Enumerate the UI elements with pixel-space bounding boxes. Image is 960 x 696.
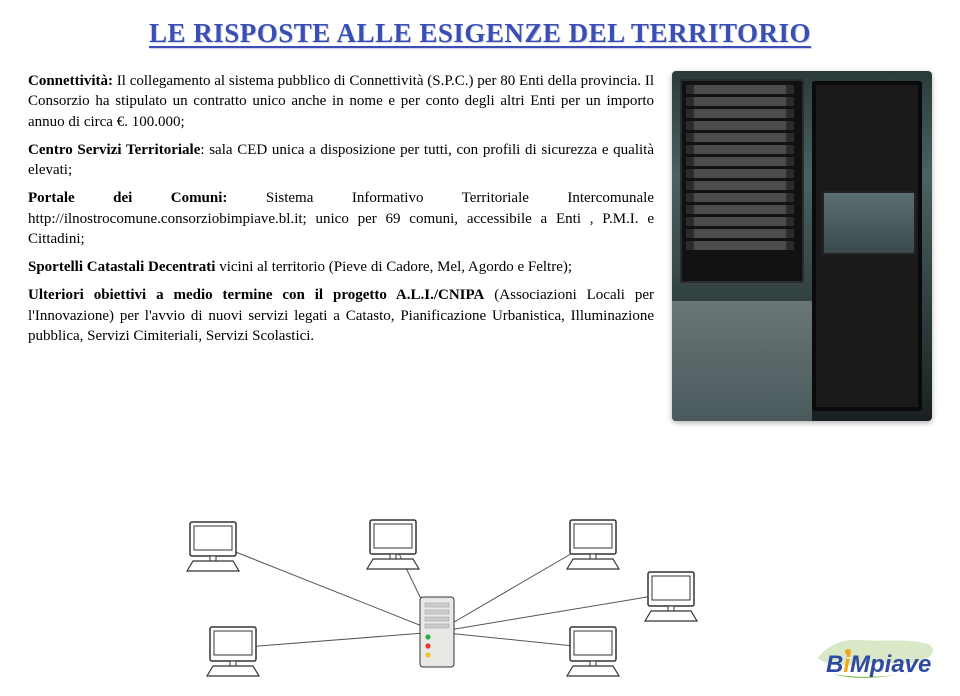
- portale-link: http://ilnostrocomune.consorziobimpiave.…: [28, 211, 303, 227]
- text-connettivita: Il collegamento al sistema pubblico di C…: [28, 73, 654, 130]
- text-sportelli: vicini al territorio (Pieve di Cadore, M…: [215, 259, 572, 275]
- rack-units-icon: [686, 85, 794, 253]
- paragraph-portale-comuni: Portale dei Comuni: Sistema Informativo …: [28, 188, 654, 249]
- lead-obiettivi: Ulteriori obiettivi a medio termine con …: [28, 287, 484, 303]
- floor-icon: [672, 301, 812, 421]
- body-row: Connettività: Il collegamento al sistema…: [28, 71, 932, 421]
- lead-portale: Portale dei Comuni:: [28, 190, 227, 206]
- network-diagram: [140, 512, 700, 682]
- paragraph-obiettivi: Ulteriori obiettivi a medio termine con …: [28, 285, 654, 346]
- lead-sportelli: Sportelli Catastali Decentrati: [28, 259, 215, 275]
- slide-title: LE RISPOSTE ALLE ESIGENZE DEL TERRITORIO: [28, 18, 932, 49]
- text-portale-mid: Sistema Informativo Territoriale Interco…: [227, 190, 654, 206]
- image-column: [672, 71, 932, 421]
- paragraph-sportelli: Sportelli Catastali Decentrati vicini al…: [28, 257, 654, 277]
- paragraph-connettivita: Connettività: Il collegamento al sistema…: [28, 71, 654, 132]
- text-column: Connettività: Il collegamento al sistema…: [28, 71, 654, 421]
- slide-page: LE RISPOSTE ALLE ESIGENZE DEL TERRITORIO…: [0, 0, 960, 696]
- paragraph-centro-servizi: Centro Servizi Territoriale: sala CED un…: [28, 140, 654, 181]
- bimpiave-logo: BiMpiave: [812, 632, 942, 686]
- svg-text:BiMpiave: BiMpiave: [826, 651, 931, 678]
- lead-centro-servizi: Centro Servizi Territoriale: [28, 142, 200, 158]
- server-room-photo: [672, 71, 932, 421]
- lead-connettivita: Connettività:: [28, 73, 113, 89]
